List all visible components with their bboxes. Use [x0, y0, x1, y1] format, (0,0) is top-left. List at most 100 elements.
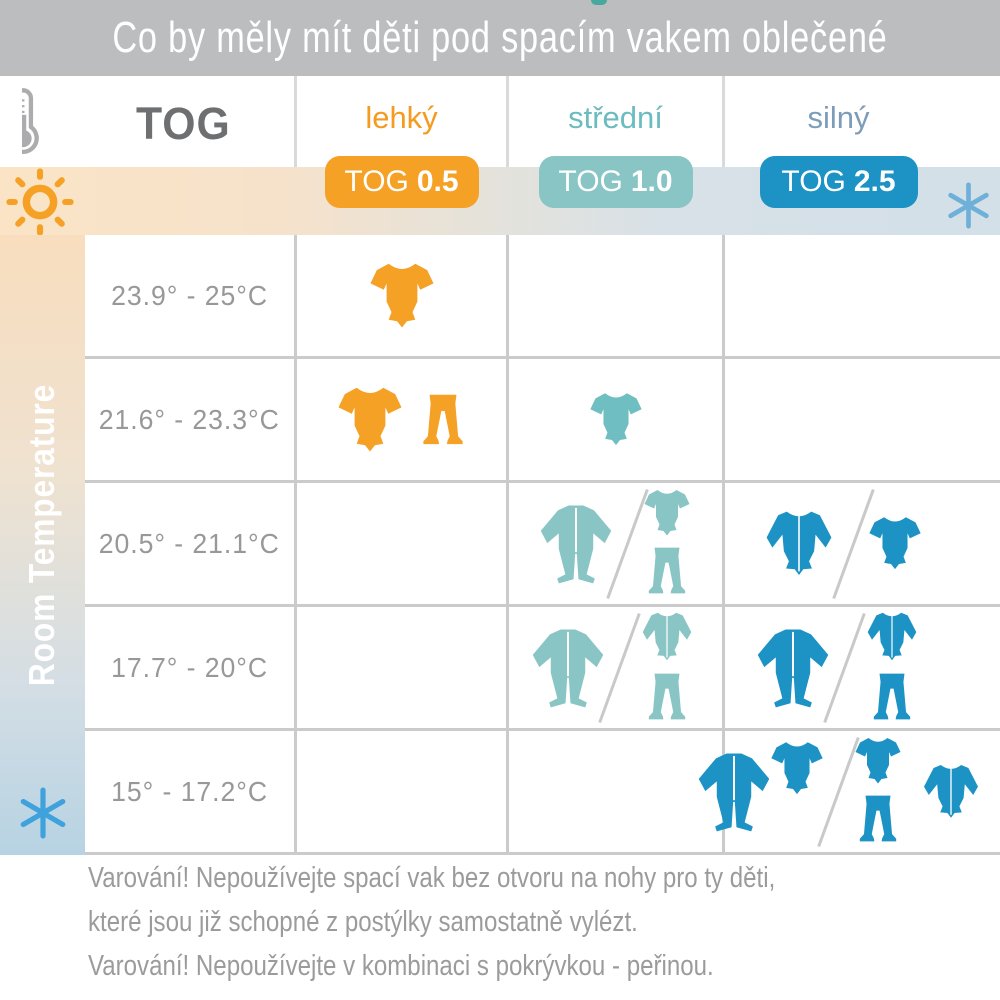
bodysuit-icon: [630, 610, 704, 664]
clothing-option-group: [364, 261, 440, 331]
clothing-cell-lehky: [294, 359, 506, 480]
pants-icon: [641, 543, 693, 599]
tog-pill-1-0: TOG 1.0: [538, 156, 693, 208]
page-title: Co by měly mít děti pod spacím vakem obl…: [112, 13, 888, 62]
clothing-cell-lehky: [294, 483, 506, 604]
warning-line: Varování! Nepoužívejte spací vak bez otv…: [88, 862, 916, 906]
thermometer-icon: [22, 86, 60, 158]
clothing-option-group: [527, 620, 609, 716]
tog-label: TOG: [136, 98, 231, 149]
clothing-stack: [638, 488, 696, 599]
temperature-range: 15° - 17.2°C: [111, 775, 268, 807]
clothing-cell-stredni: [506, 607, 722, 728]
clothing-cell-silny: [722, 235, 1000, 356]
clothing-option-group: [585, 391, 647, 448]
clothing-cell-stredni: [506, 359, 722, 480]
bodysuit-icon: [914, 762, 988, 822]
pill-prefix: TOG: [558, 165, 623, 198]
column-label: lehký: [365, 100, 438, 135]
pill-prefix: TOG: [781, 165, 846, 198]
onesie-icon: [766, 740, 828, 797]
clothing-cell-silny: [722, 359, 1000, 480]
clothing-table: Room Temperature 23.9° - 25°C 21.6° - 23…: [0, 235, 1000, 855]
warnings-block: Varování! Nepoužívejte spací vak bez otv…: [88, 862, 916, 994]
temperature-cell: 21.6° - 23.3°C: [85, 359, 294, 480]
clothing-option-group: [630, 610, 704, 725]
room-temperature-label: Room Temperature: [21, 383, 62, 687]
clothing-option-group: [752, 620, 834, 716]
temperature-range: 20.5° - 21.1°C: [99, 527, 280, 559]
clothing-cell-stredni: [506, 235, 722, 356]
bodysuit-icon: [855, 610, 929, 664]
warning-text: které jsou již schopné z postýlky samost…: [88, 906, 638, 938]
warning-text: Varování! Nepoužívejte v kombinaci s pok…: [88, 950, 714, 982]
clothing-cell-silny: [722, 607, 1000, 728]
column-header-silny: silný TOG 2.5: [722, 76, 1000, 208]
clothing-option-group: [755, 508, 843, 580]
tog-pill-2-5: TOG 2.5: [759, 156, 918, 208]
pants-icon: [641, 669, 693, 725]
snowflake-icon: [17, 787, 69, 839]
warning-text: Varování! Nepoužívejte spací vak bez otv…: [88, 862, 776, 894]
clothing-option-group: [855, 610, 929, 725]
clothing-cell-lehky: [294, 235, 506, 356]
temperature-cell: 15° - 17.2°C: [85, 731, 294, 852]
bodysuit-icon: [755, 508, 843, 580]
column-header-stredni: střední TOG 1.0: [506, 76, 722, 208]
pants-icon: [415, 385, 471, 455]
column-label: střední: [568, 100, 663, 135]
table-row: 23.9° - 25°C: [85, 235, 1000, 359]
pants-icon: [852, 791, 904, 847]
clothing-option-group: [535, 496, 617, 592]
sleepsuit-icon: [535, 496, 617, 592]
sleepsuit-icon: [527, 620, 609, 716]
pill-value: 2.5: [853, 165, 896, 198]
table-row: 21.6° - 23.3°C: [85, 359, 1000, 483]
table-row: 15° - 17.2°C: [85, 731, 1000, 855]
tog-header-row: TOG lehký TOG 0.5 střední TOG 1.0 silný …: [0, 76, 1000, 208]
table-grid: 23.9° - 25°C 21.6° - 23.3°C 20.5° - 21.1…: [85, 235, 1000, 855]
clothing-cell-stredni: [506, 483, 722, 604]
temperature-cell: 20.5° - 21.1°C: [85, 483, 294, 604]
temperature-range: 21.6° - 23.3°C: [99, 403, 280, 435]
pill-value: 0.5: [416, 165, 459, 198]
snowflake-icon: [945, 182, 992, 229]
clothing-stack: [855, 610, 929, 725]
clothing-stack: [630, 610, 704, 725]
sleepsuit-icon: [752, 620, 834, 716]
clothing-option-group: [332, 385, 471, 455]
onesie-icon: [332, 385, 408, 455]
sleepsuit-icon: [693, 744, 775, 840]
tog-pill-0-5: TOG 0.5: [324, 156, 479, 208]
temperature-cell: 23.9° - 25°C: [85, 235, 294, 356]
clothing-cell-silny: [722, 731, 1000, 852]
pill-value: 1.0: [630, 165, 673, 198]
teal-dot-decoration: [591, 0, 607, 5]
clothing-option-group: [693, 744, 828, 840]
clothing-cell-lehky: [294, 731, 506, 852]
clothing-option-group: [849, 736, 988, 847]
pants-icon: [866, 669, 918, 725]
room-temperature-sidebar: Room Temperature: [0, 235, 85, 855]
column-label: silný: [807, 100, 870, 135]
column-header-lehky: lehký TOG 0.5: [294, 76, 506, 208]
clothing-cell-stredni: [506, 731, 722, 852]
onesie-icon: [585, 391, 647, 448]
onesie-icon: [364, 261, 440, 331]
tog-header-corner: TOG: [0, 76, 294, 167]
temperature-cell: 17.7° - 20°C: [85, 607, 294, 728]
clothing-cell-silny: [722, 483, 1000, 604]
title-bar: Co by měly mít děti pod spacím vakem obl…: [0, 0, 1000, 76]
temperature-range: 23.9° - 25°C: [111, 279, 268, 311]
warning-line: které jsou již schopné z postýlky samost…: [88, 906, 916, 950]
sun-icon: [6, 168, 74, 236]
clothing-option-group: [638, 488, 696, 599]
warning-line: Varování! Nepoužívejte v kombinaci s pok…: [88, 950, 916, 994]
temperature-range: 17.7° - 20°C: [111, 651, 268, 683]
clothing-option-group: [864, 515, 926, 572]
table-row: 20.5° - 21.1°C: [85, 483, 1000, 607]
onesie-icon: [864, 515, 926, 572]
pill-prefix: TOG: [344, 165, 409, 198]
clothing-cell-lehky: [294, 607, 506, 728]
